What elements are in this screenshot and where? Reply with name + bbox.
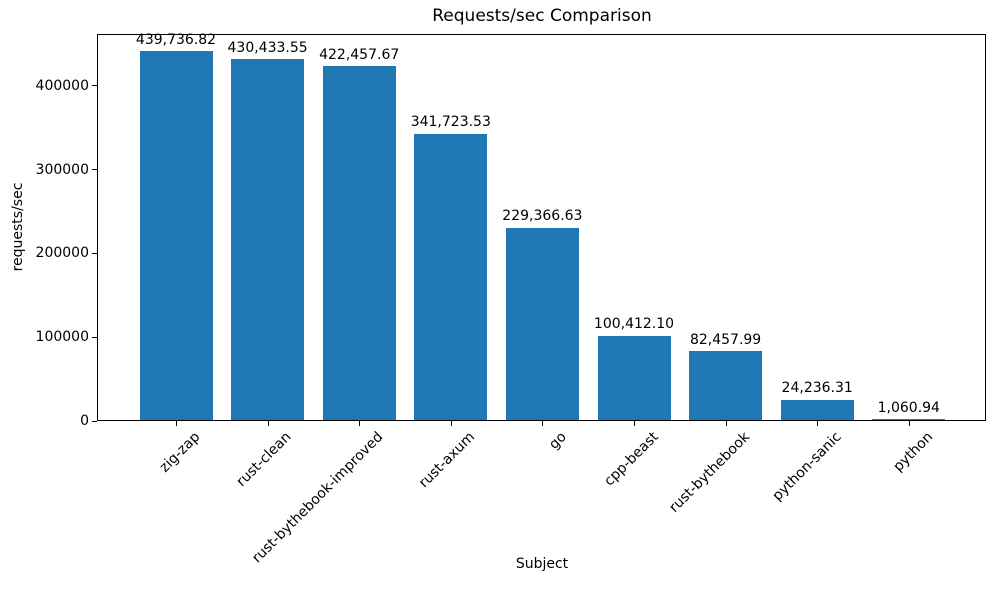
bar-value-label: 24,236.31 [781, 380, 853, 397]
x-tick-label: rust-clean [234, 429, 295, 490]
x-tick-mark [634, 421, 635, 426]
x-tick-mark [267, 421, 269, 426]
bar [505, 227, 579, 420]
bar-value-label: 82,457.99 [689, 331, 762, 348]
bar-value-label: 100,412.10 [593, 316, 675, 333]
bar-value-label: 439,736.82 [135, 32, 217, 49]
bar-value-label: 1,060.94 [877, 399, 940, 416]
y-tick-label: 200000 [35, 245, 89, 262]
plot-area: 439,736.82 430,433.55 422,457.67 341,723.53… [97, 32, 986, 421]
y-tick-label: 0 [80, 413, 89, 429]
x-tick-mark [359, 421, 361, 426]
x-tick-label: go [546, 429, 570, 453]
x-tick-mark [450, 421, 452, 426]
x-tick-mark [908, 421, 910, 426]
bar-value-label: 422,457.67 [319, 46, 400, 63]
y-tick-mark [92, 336, 97, 338]
bar [414, 133, 488, 420]
bar-value-label: 430,433.55 [227, 39, 308, 56]
x-tick-mark [176, 421, 177, 426]
bar-value-label: 341,723.53 [410, 114, 491, 131]
chart-title: Requests/sec Comparison [432, 6, 652, 26]
y-tick-label: 400000 [35, 77, 89, 94]
y-axis-label: requests/sec [10, 182, 26, 272]
x-tick-mark [725, 421, 727, 426]
x-tick-label: python-sanic [769, 429, 845, 505]
y-tick-label: 100000 [35, 329, 89, 346]
bar-value-label: 229,366.63 [502, 208, 583, 225]
y-tick-label: 300000 [35, 161, 89, 178]
x-tick-label: python [890, 429, 937, 475]
x-tick-mark [542, 421, 544, 426]
y-tick-mark [92, 252, 97, 254]
x-tick-label: cpp-beast [600, 429, 662, 490]
bar [872, 419, 946, 420]
bar [231, 59, 305, 420]
y-tick-mark [92, 85, 97, 87]
y-tick-mark [92, 169, 97, 171]
x-tick-label: rust-axum [416, 429, 479, 492]
x-tick-mark [817, 421, 819, 426]
bar [689, 350, 763, 420]
x-axis-label: Subject [515, 556, 569, 572]
x-tick-label: zig-zap [156, 429, 204, 476]
y-tick-mark [92, 420, 97, 422]
bar [322, 65, 396, 420]
bar [597, 335, 671, 420]
bar [139, 51, 213, 420]
bar [780, 399, 854, 420]
x-tick-label: rust-bythebook [666, 429, 753, 516]
